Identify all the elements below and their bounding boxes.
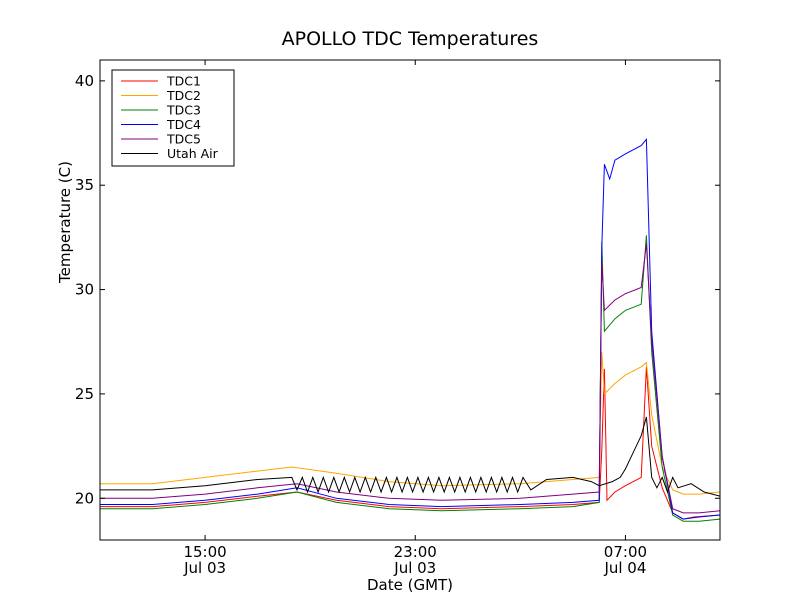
- legend-box: [111, 69, 235, 167]
- y-tick-label-2: 30: [75, 281, 94, 299]
- series-line-5: [100, 416, 720, 497]
- y-tick-label-0: 20: [75, 489, 94, 507]
- legend-label-2: TDC3: [166, 103, 201, 118]
- y-axis-label: Temperature (C): [56, 161, 74, 284]
- x-tick-label-2: 07:00: [604, 543, 647, 561]
- x-axis-label: Date (GMT): [367, 576, 453, 594]
- series-line-4: [100, 243, 720, 514]
- legend-label-5: Utah Air: [167, 146, 219, 161]
- series-layer: [100, 137, 720, 522]
- y-tick-label-1: 25: [75, 385, 94, 403]
- y-tick-label-4: 40: [75, 72, 94, 90]
- y-tick-label-3: 35: [75, 176, 94, 194]
- legend-label-3: TDC4: [166, 117, 201, 132]
- x-tick-label-1: 23:00: [394, 543, 437, 561]
- x-tick-sublabel-1: Jul 03: [393, 559, 436, 577]
- x-tick-label-0: 15:00: [183, 543, 226, 561]
- chart-title: APOLLO TDC Temperatures: [282, 28, 539, 50]
- y-axis: 20 25 30 35 40: [75, 72, 720, 507]
- x-tick-sublabel-0: Jul 03: [183, 559, 226, 577]
- legend-label-4: TDC5: [166, 132, 201, 147]
- legend-label-0: TDC1: [166, 74, 201, 89]
- legend-label-1: TDC2: [166, 88, 201, 103]
- x-tick-sublabel-2: Jul 04: [603, 559, 646, 577]
- plot-frame: [99, 59, 721, 541]
